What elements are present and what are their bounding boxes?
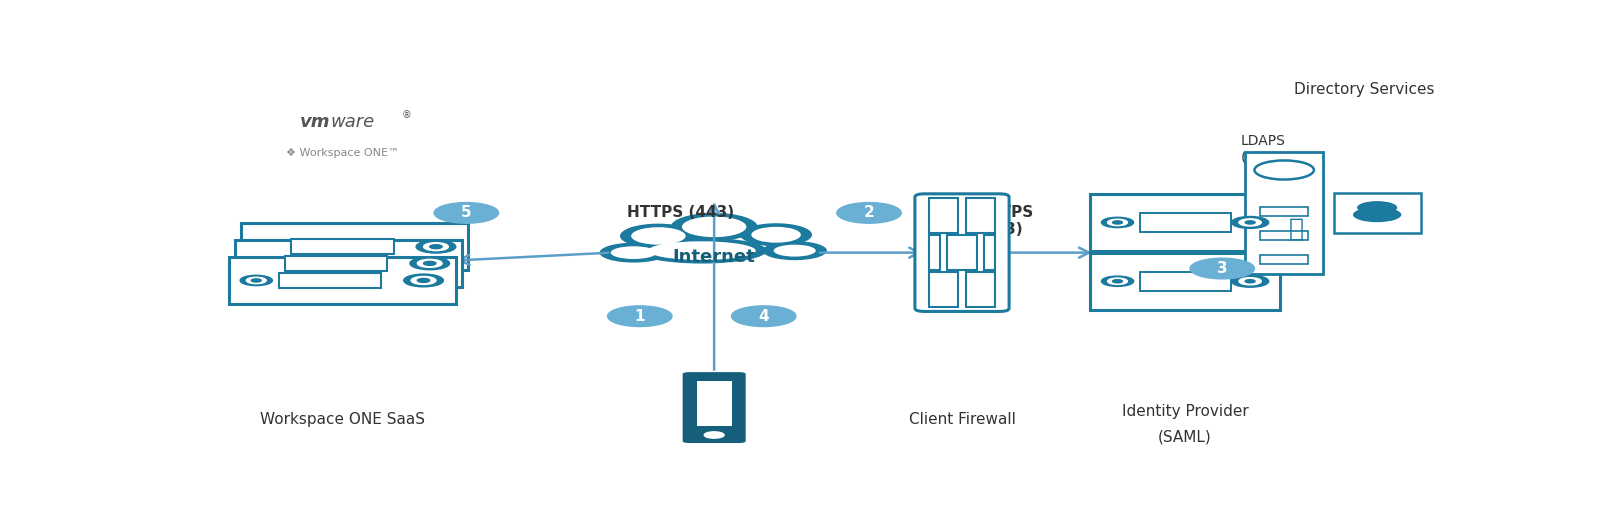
Text: LDAPS
(636): LDAPS (636) (1241, 134, 1286, 165)
Circle shape (704, 432, 724, 438)
Ellipse shape (681, 217, 747, 237)
Circle shape (1255, 160, 1314, 180)
Circle shape (433, 203, 499, 223)
FancyBboxPatch shape (241, 223, 469, 270)
FancyBboxPatch shape (929, 235, 940, 270)
FancyBboxPatch shape (681, 372, 747, 444)
Circle shape (246, 258, 278, 268)
FancyBboxPatch shape (229, 257, 456, 304)
Circle shape (1108, 278, 1127, 284)
FancyBboxPatch shape (947, 235, 977, 270)
Ellipse shape (672, 213, 758, 241)
Circle shape (1239, 219, 1262, 226)
FancyBboxPatch shape (929, 272, 958, 307)
Circle shape (403, 274, 443, 287)
FancyBboxPatch shape (1140, 272, 1231, 291)
FancyBboxPatch shape (966, 198, 996, 233)
Circle shape (240, 275, 272, 286)
Circle shape (1113, 280, 1122, 283)
FancyBboxPatch shape (915, 194, 1009, 312)
Circle shape (1231, 275, 1268, 287)
Text: 4: 4 (758, 309, 769, 324)
Circle shape (1190, 258, 1255, 279)
Circle shape (1102, 276, 1134, 286)
Ellipse shape (774, 245, 815, 256)
FancyBboxPatch shape (929, 198, 958, 233)
Circle shape (424, 243, 448, 251)
Circle shape (246, 277, 265, 284)
Circle shape (416, 240, 456, 253)
Circle shape (253, 260, 272, 267)
Circle shape (264, 245, 273, 248)
Circle shape (411, 277, 437, 284)
Text: ware: ware (329, 112, 374, 131)
Circle shape (1113, 221, 1122, 224)
Circle shape (251, 279, 261, 282)
FancyBboxPatch shape (1260, 255, 1308, 264)
FancyBboxPatch shape (1140, 213, 1231, 232)
Text: Identity Provider: Identity Provider (1121, 404, 1249, 419)
FancyBboxPatch shape (697, 381, 731, 426)
Circle shape (417, 279, 430, 282)
FancyBboxPatch shape (966, 272, 996, 307)
FancyBboxPatch shape (627, 288, 801, 308)
Ellipse shape (632, 227, 686, 245)
Text: (SAML): (SAML) (1158, 430, 1212, 445)
Circle shape (259, 244, 278, 250)
Text: 🗝: 🗝 (1289, 217, 1305, 241)
Text: Internet: Internet (673, 248, 756, 266)
Circle shape (430, 245, 443, 249)
Circle shape (253, 241, 285, 252)
Text: 3: 3 (1217, 261, 1228, 276)
FancyBboxPatch shape (1091, 253, 1279, 310)
Ellipse shape (752, 227, 801, 243)
Text: Workspace ONE SaaS: Workspace ONE SaaS (261, 412, 425, 427)
Ellipse shape (1353, 207, 1401, 222)
Text: 5: 5 (461, 205, 472, 220)
Text: HTTPS (443): HTTPS (443) (627, 205, 734, 220)
Circle shape (424, 262, 437, 265)
Text: Directory Services: Directory Services (1295, 82, 1434, 97)
Circle shape (731, 306, 796, 327)
Circle shape (1358, 201, 1398, 214)
Ellipse shape (763, 241, 827, 260)
Ellipse shape (636, 238, 768, 264)
Text: ❖ Workspace ONE™: ❖ Workspace ONE™ (286, 148, 398, 158)
Ellipse shape (600, 243, 668, 263)
Circle shape (1231, 217, 1268, 229)
Circle shape (1246, 280, 1255, 283)
FancyBboxPatch shape (1091, 194, 1279, 251)
Ellipse shape (740, 223, 812, 246)
Ellipse shape (648, 241, 756, 260)
Circle shape (1239, 278, 1262, 285)
Circle shape (608, 306, 672, 327)
Text: 2: 2 (863, 205, 875, 220)
Circle shape (1246, 221, 1255, 224)
Circle shape (417, 260, 443, 267)
Circle shape (257, 262, 267, 265)
FancyBboxPatch shape (285, 256, 387, 271)
Text: 1: 1 (635, 309, 644, 324)
FancyBboxPatch shape (985, 235, 996, 270)
FancyBboxPatch shape (1246, 152, 1324, 274)
Text: HTTPS
(443): HTTPS (443) (979, 205, 1035, 237)
FancyBboxPatch shape (235, 240, 462, 287)
Circle shape (409, 257, 449, 270)
FancyBboxPatch shape (1260, 207, 1308, 216)
FancyBboxPatch shape (1334, 193, 1420, 233)
Circle shape (836, 203, 902, 223)
Circle shape (1102, 217, 1134, 228)
Circle shape (1108, 219, 1127, 225)
FancyBboxPatch shape (1260, 231, 1308, 240)
Text: Client Firewall: Client Firewall (908, 412, 1015, 427)
Ellipse shape (620, 223, 697, 248)
Text: ®: ® (401, 110, 411, 121)
FancyBboxPatch shape (291, 239, 393, 254)
Ellipse shape (611, 246, 657, 259)
Text: vm: vm (299, 112, 329, 131)
FancyBboxPatch shape (278, 273, 381, 288)
